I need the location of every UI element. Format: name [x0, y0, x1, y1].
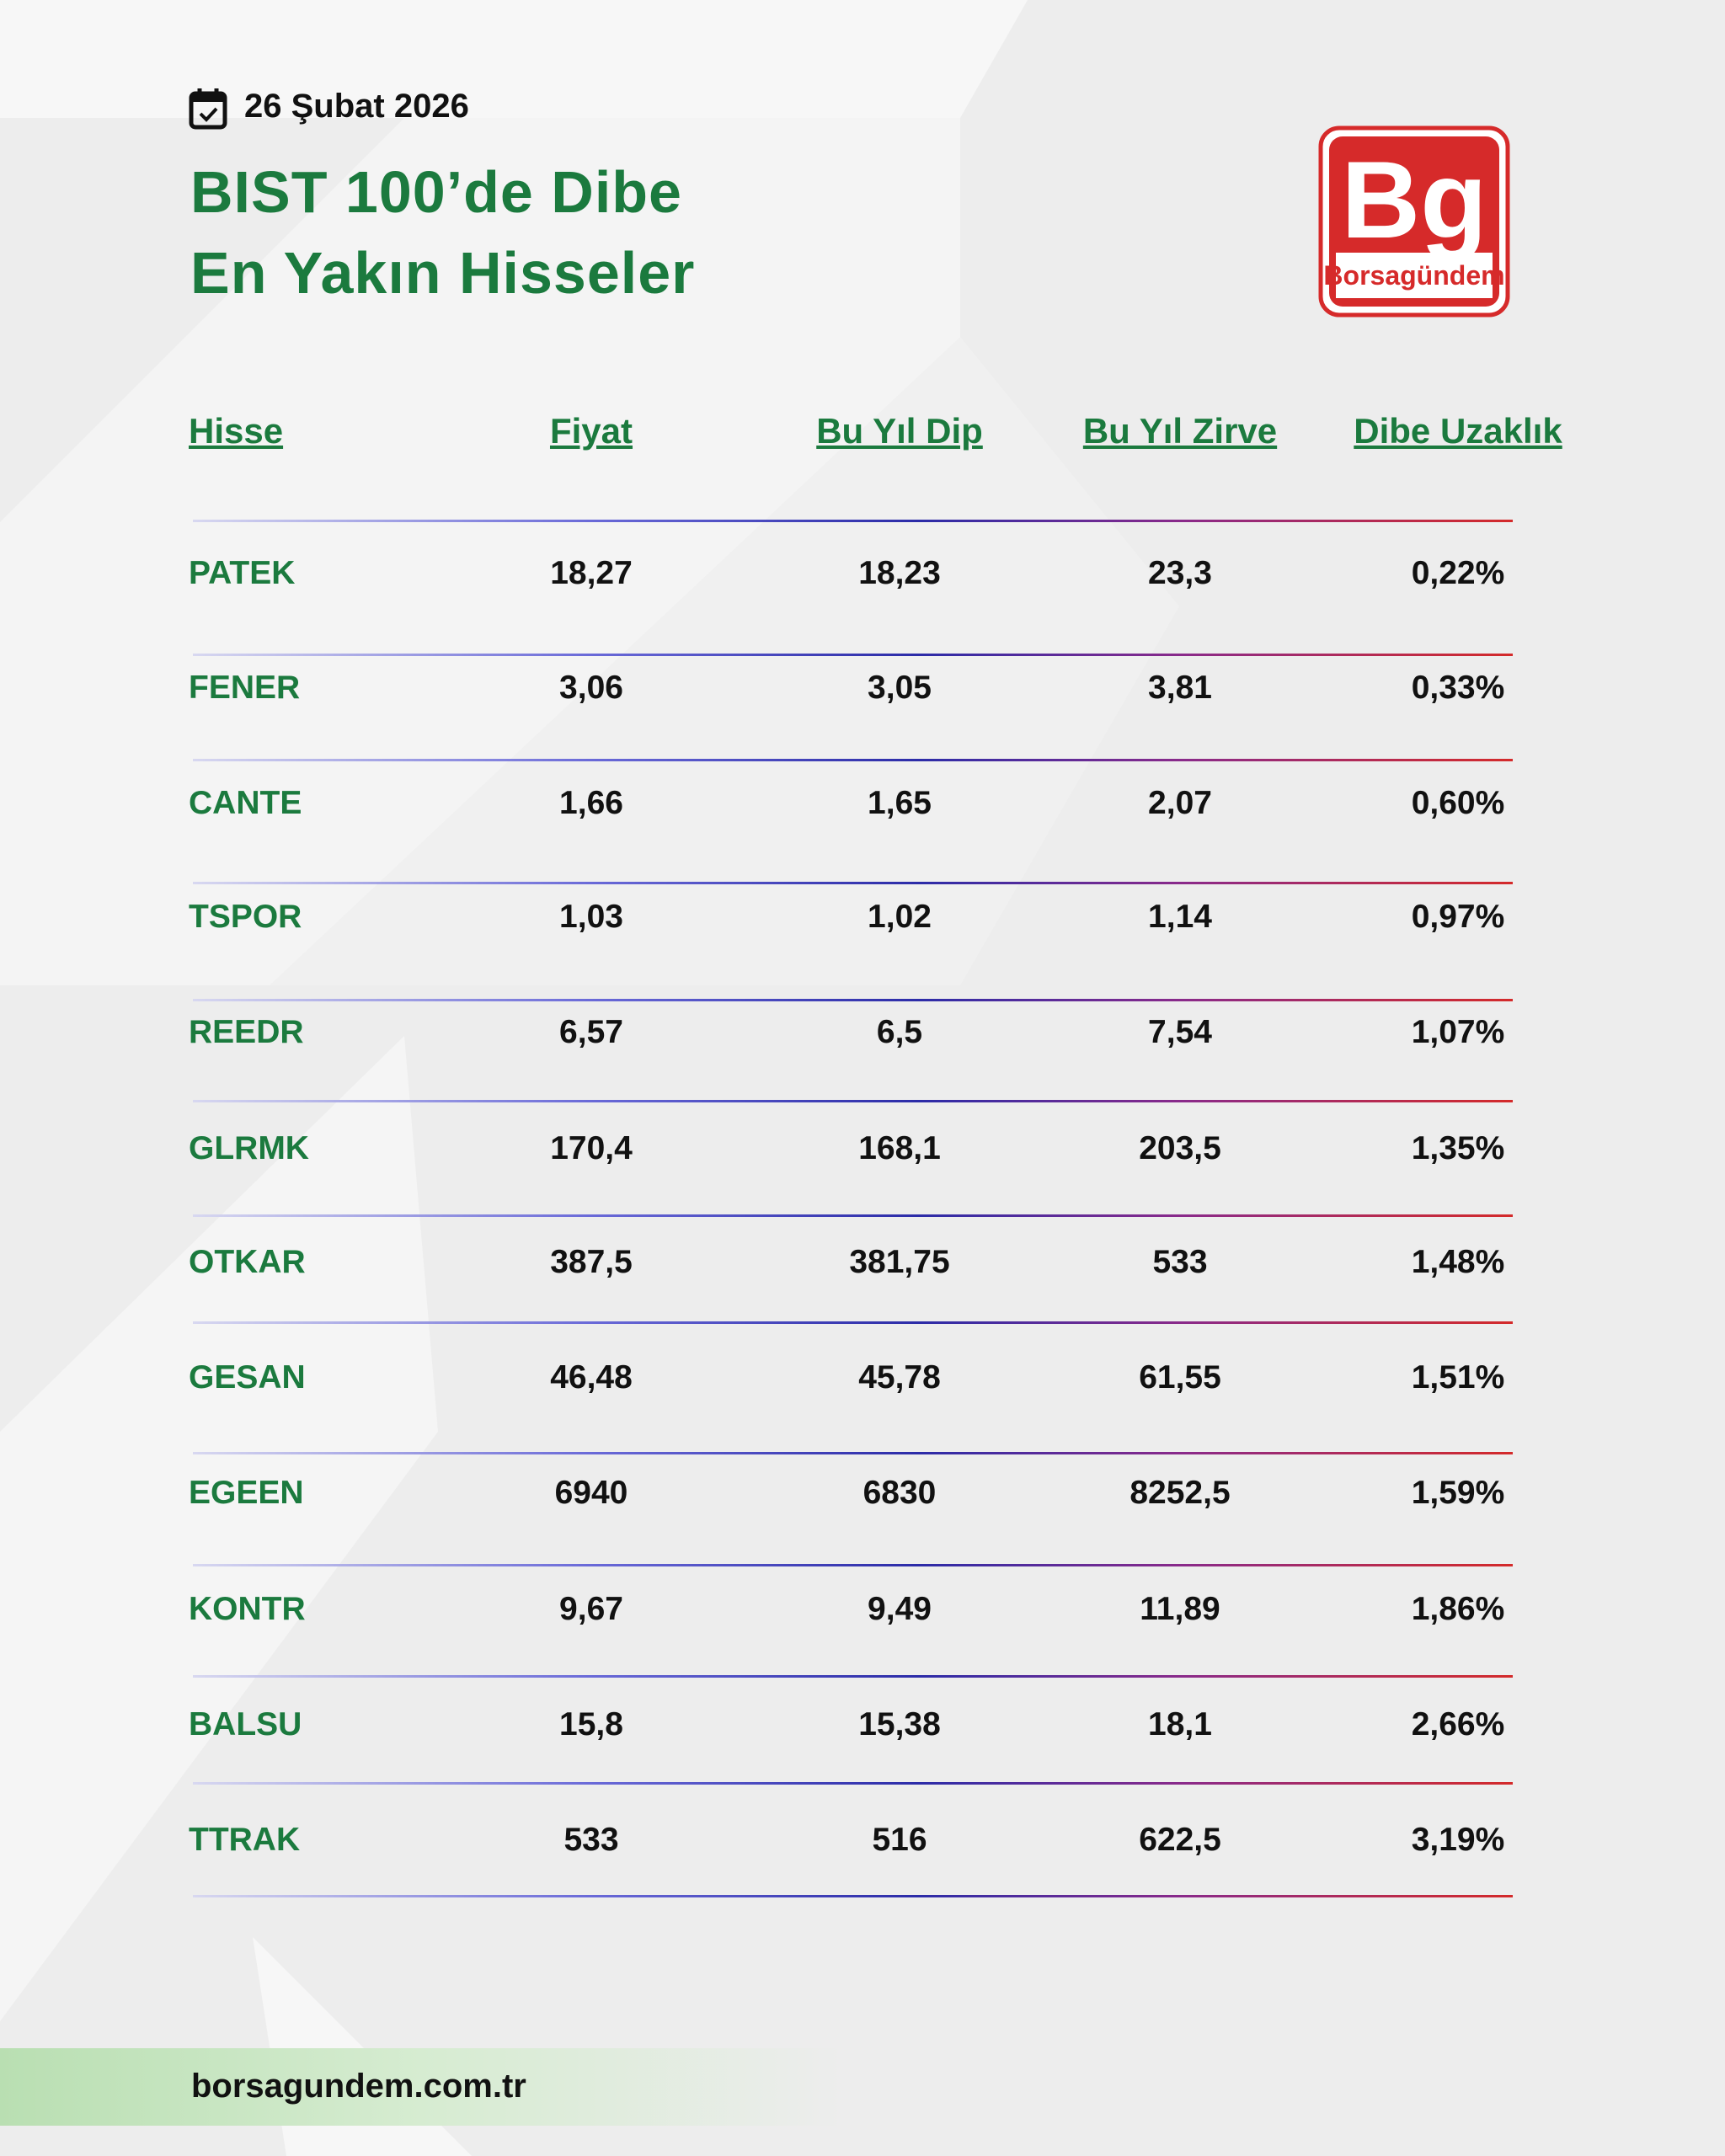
table-cell: 1,07%: [1411, 1014, 1505, 1050]
table-cell: 6,5: [876, 1014, 923, 1050]
stock-code: TTRAK: [189, 1822, 301, 1858]
table-cell: 1,86%: [1411, 1591, 1505, 1627]
calendar-icon: [189, 88, 227, 130]
stock-code: GESAN: [189, 1359, 306, 1396]
table-cell: 1,03: [559, 899, 623, 935]
row-divider: [193, 520, 1513, 522]
stock-code: EGEEN: [189, 1475, 304, 1511]
table-cell: 0,22%: [1411, 555, 1505, 591]
row-divider: [193, 654, 1513, 656]
table-cell: 18,23: [858, 555, 941, 591]
table-cell: 6940: [554, 1475, 628, 1511]
table-cell: 622,5: [1139, 1822, 1221, 1858]
footer-band: [0, 2048, 842, 2126]
row-divider: [193, 1564, 1513, 1566]
stock-code: FENER: [189, 670, 301, 706]
table-cell: 170,4: [550, 1130, 633, 1166]
table-cell: 168,1: [858, 1130, 941, 1166]
column-header: Hisse: [189, 411, 284, 451]
row-divider: [193, 1214, 1513, 1217]
table-cell: 7,54: [1148, 1014, 1212, 1050]
table-cell: 387,5: [550, 1244, 633, 1280]
row-divider: [193, 1782, 1513, 1785]
table-cell: 533: [563, 1822, 619, 1858]
row-divider: [193, 999, 1513, 1001]
table-cell: 18,27: [550, 555, 633, 591]
table-cell: 23,3: [1148, 555, 1212, 591]
stock-code: PATEK: [189, 555, 296, 591]
table-cell: 9,49: [868, 1591, 932, 1627]
stock-code: GLRMK: [189, 1130, 309, 1166]
table-cell: 45,78: [858, 1359, 941, 1396]
table-cell: 1,14: [1148, 899, 1212, 935]
table-cell: 1,51%: [1411, 1359, 1505, 1396]
table-cell: 8252,5: [1130, 1475, 1231, 1511]
logo-name: Borsagündem: [1323, 260, 1504, 291]
stock-code: KONTR: [189, 1591, 306, 1627]
stock-code: BALSU: [189, 1706, 302, 1742]
table-cell: 46,48: [550, 1359, 633, 1396]
table-cell: 0,97%: [1411, 899, 1505, 935]
title: BIST 100’de Dibe: [190, 159, 682, 225]
table-cell: 1,35%: [1411, 1130, 1505, 1166]
row-divider: [193, 1675, 1513, 1678]
table-cell: 6,57: [559, 1014, 623, 1050]
logo: Bg Borsagündem: [1318, 125, 1510, 318]
stock-code: TSPOR: [189, 899, 302, 935]
table-cell: 0,33%: [1411, 670, 1505, 706]
row-divider: [193, 1321, 1513, 1324]
table-cell: 11,89: [1140, 1591, 1220, 1627]
table-cell: 1,66: [559, 785, 623, 821]
stock-code: CANTE: [189, 785, 302, 821]
table-cell: 3,05: [868, 670, 932, 706]
title: En Yakın Hisseler: [190, 240, 696, 306]
table-cell: 1,65: [868, 785, 932, 821]
column-header: Bu Yıl Zirve: [1082, 411, 1278, 451]
table-cell: 3,19%: [1411, 1822, 1505, 1858]
table-cell: 2,66%: [1411, 1706, 1505, 1742]
table-cell: 1,59%: [1411, 1475, 1505, 1511]
column-header: Dibe Uzaklık: [1354, 411, 1562, 451]
table-cell: 3,81: [1148, 670, 1212, 706]
row-divider: [193, 882, 1513, 884]
row-divider: [193, 1452, 1513, 1454]
table-cell: 6830: [862, 1475, 937, 1511]
table-cell: 0,60%: [1411, 785, 1505, 821]
row-divider: [193, 759, 1513, 761]
table-cell: 533: [1152, 1244, 1208, 1280]
table-cell: 3,06: [559, 670, 623, 706]
table-cell: 15,8: [559, 1706, 623, 1742]
row-divider: [193, 1100, 1513, 1102]
table-cell: 18,1: [1148, 1706, 1212, 1742]
table-cell: 1,02: [868, 899, 932, 935]
column-header: Fiyat: [549, 411, 633, 451]
logo-mark: Bg: [1341, 138, 1487, 261]
column-header: Bu Yıl Dip: [816, 411, 983, 451]
stock-code: OTKAR: [189, 1244, 306, 1280]
table-cell: 61,55: [1139, 1359, 1221, 1396]
table-cell: 381,75: [849, 1244, 950, 1280]
table-cell: 203,5: [1139, 1130, 1221, 1166]
stock-code: REEDR: [189, 1014, 304, 1050]
table-cell: 9,67: [559, 1591, 623, 1627]
footer-url: borsagundem.com.tr: [191, 2068, 526, 2105]
row-divider: [193, 1895, 1513, 1897]
table-cell: 1,48%: [1411, 1244, 1505, 1280]
table-cell: 15,38: [858, 1706, 941, 1742]
table-cell: 516: [872, 1822, 927, 1858]
table-cell: 2,07: [1148, 785, 1212, 821]
date: 26 Şubat 2026: [244, 88, 469, 125]
